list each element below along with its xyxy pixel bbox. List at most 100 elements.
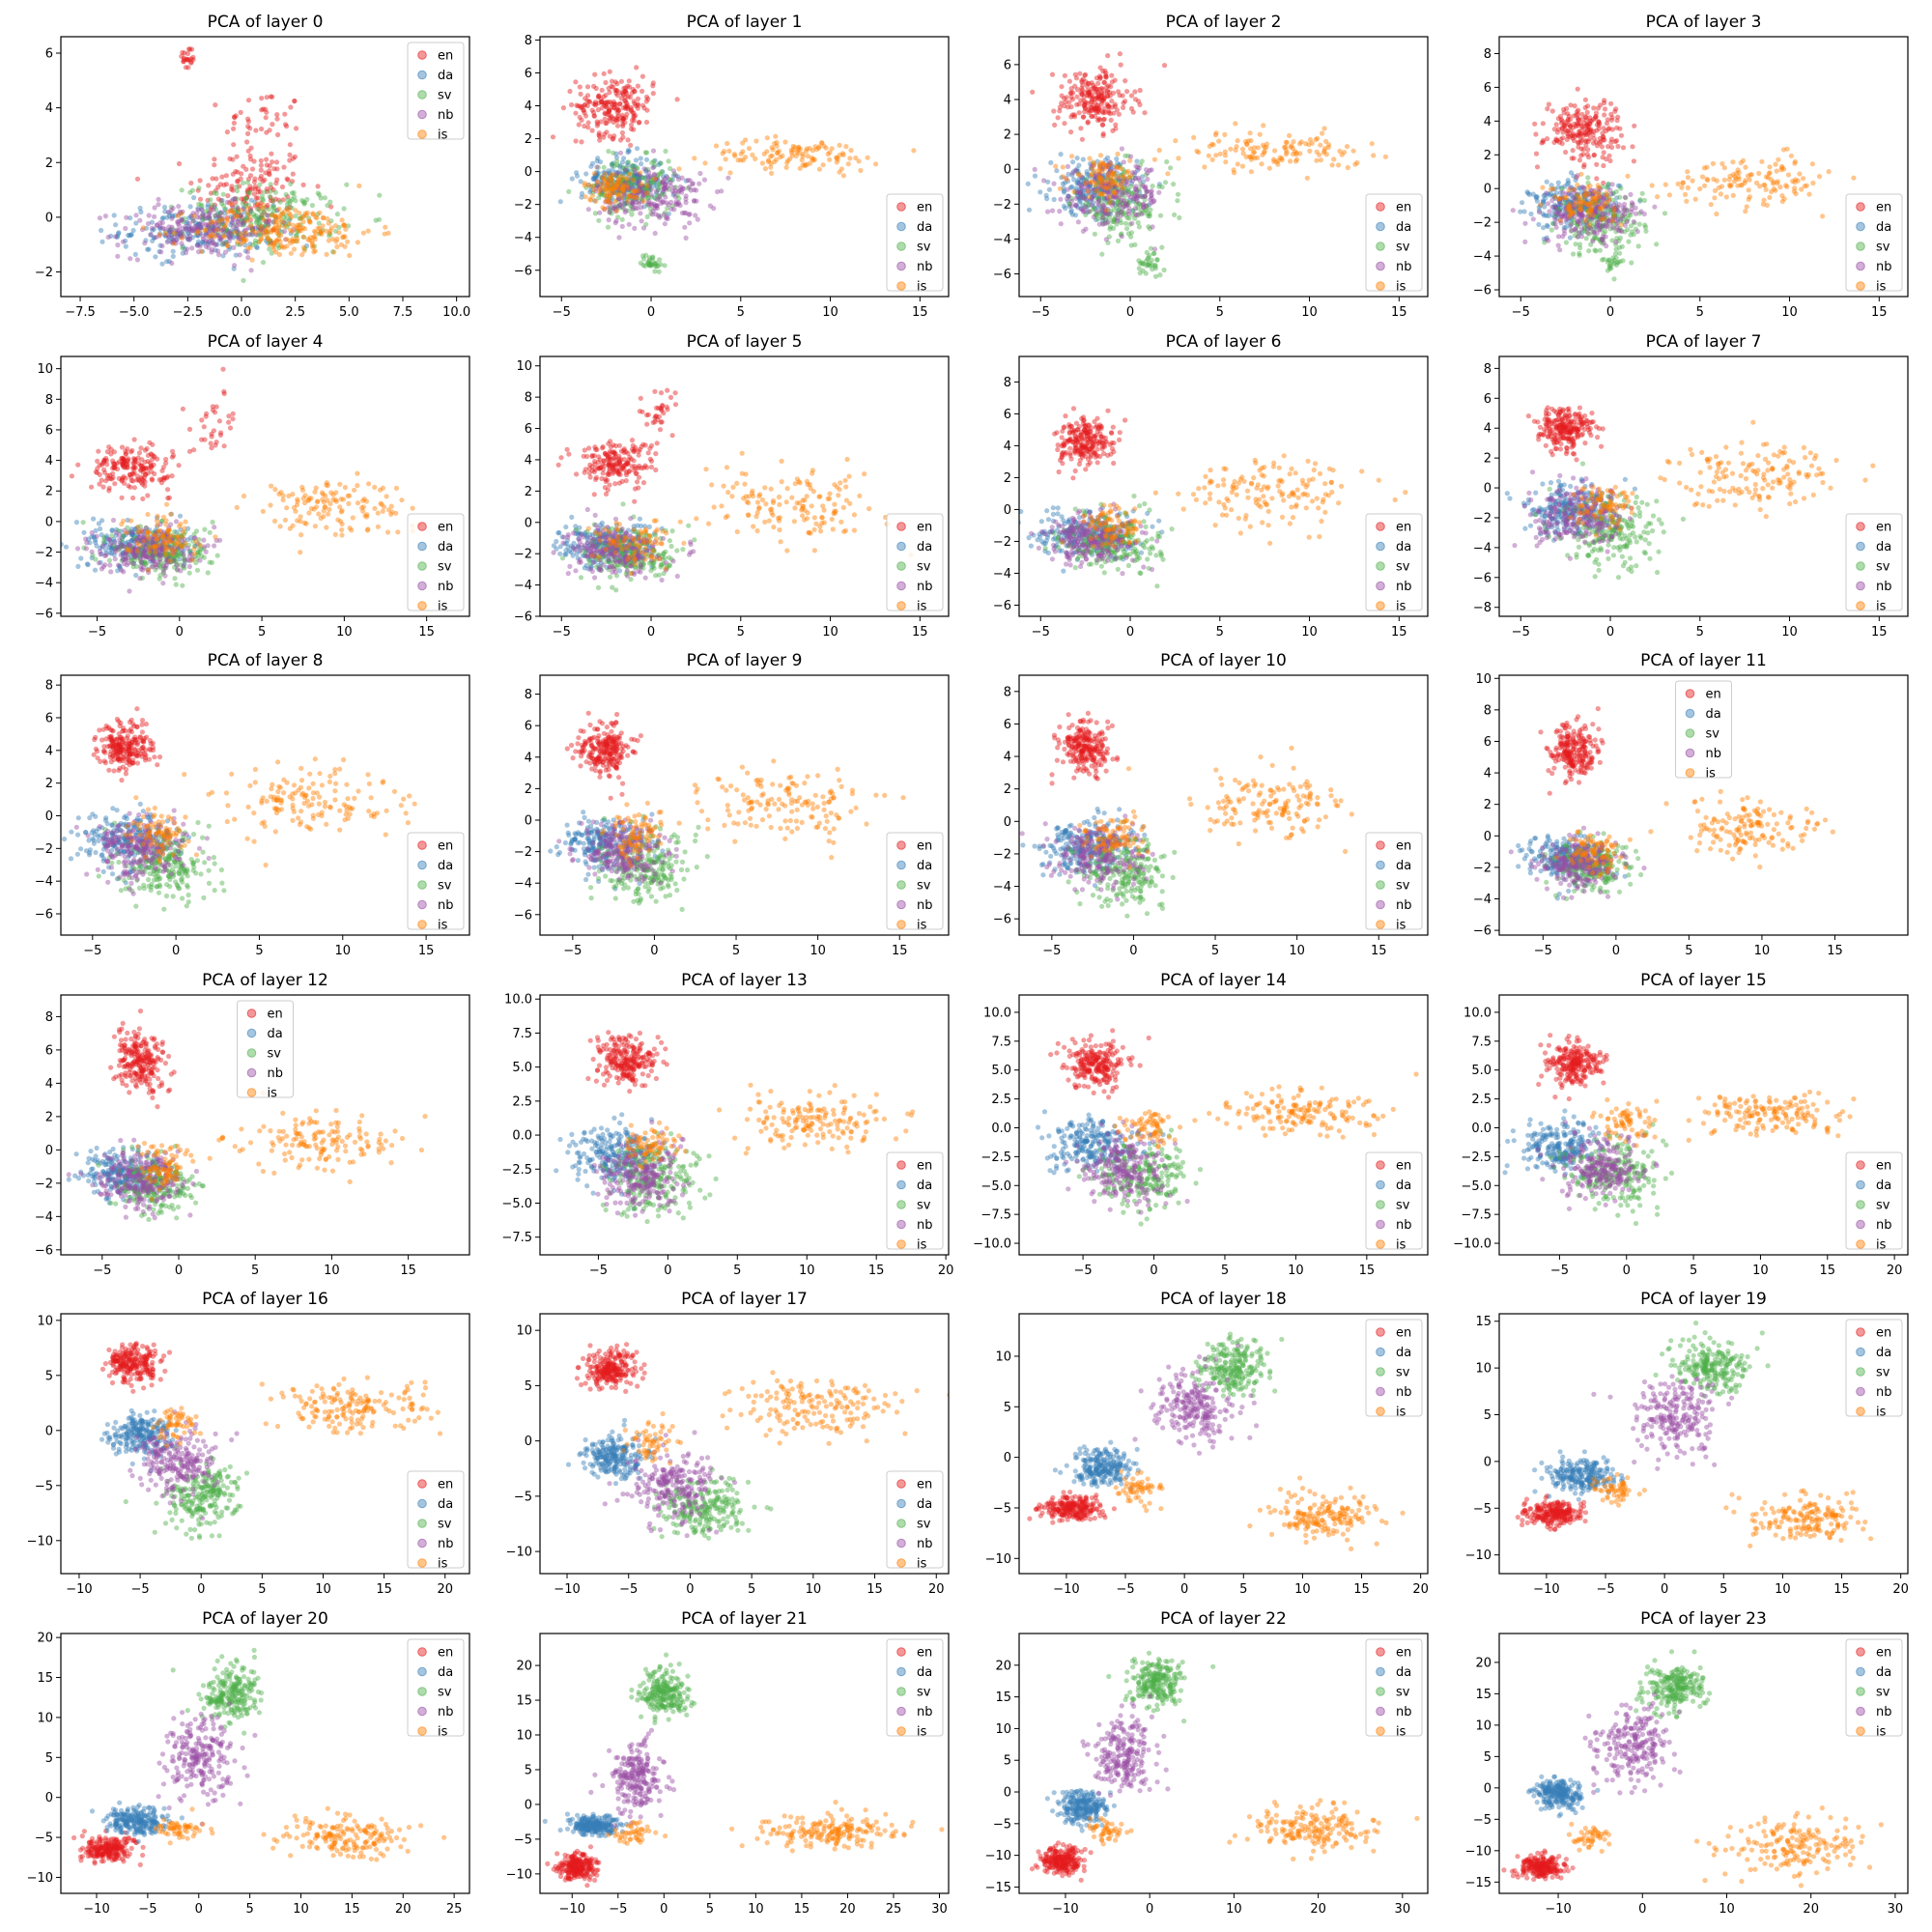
point [197, 243, 203, 249]
point [274, 238, 280, 243]
point [295, 236, 300, 242]
point [592, 102, 599, 108]
point [1100, 117, 1106, 123]
point [774, 143, 780, 149]
point [1071, 177, 1077, 183]
point [1331, 156, 1337, 162]
point [235, 206, 241, 212]
point [654, 173, 661, 179]
point [185, 220, 190, 226]
point [161, 232, 167, 238]
point [136, 450, 142, 456]
point [229, 219, 236, 225]
point [1591, 105, 1597, 111]
point [310, 211, 316, 216]
point [304, 196, 310, 203]
point [216, 217, 222, 224]
point [1080, 180, 1086, 185]
point [165, 473, 171, 479]
point [1103, 73, 1109, 80]
point [213, 242, 219, 247]
point [229, 184, 235, 189]
point [188, 225, 194, 231]
point [1072, 71, 1078, 77]
point [1145, 176, 1151, 183]
point [123, 238, 128, 243]
point [1107, 184, 1113, 189]
point [1369, 141, 1375, 147]
point [1100, 69, 1106, 74]
point [691, 186, 697, 193]
point [621, 180, 627, 185]
point [651, 158, 657, 164]
point [1074, 101, 1080, 107]
point [288, 240, 294, 246]
point [1105, 219, 1111, 225]
point [643, 99, 649, 104]
point [1766, 171, 1772, 177]
point [267, 193, 272, 200]
point [265, 235, 270, 241]
point [1148, 197, 1153, 203]
point [1122, 204, 1127, 210]
point [1553, 224, 1559, 230]
point [199, 203, 205, 209]
point [244, 218, 250, 224]
point [591, 171, 598, 177]
point [1068, 208, 1074, 213]
point [1098, 90, 1105, 97]
point [1065, 163, 1071, 169]
point [1124, 199, 1130, 205]
point [265, 188, 270, 194]
point [604, 187, 610, 193]
point [235, 207, 241, 213]
point [617, 173, 623, 180]
point [263, 222, 269, 228]
point [598, 119, 604, 125]
point [1628, 223, 1634, 229]
point [812, 144, 818, 150]
point [613, 218, 619, 224]
point [1147, 226, 1152, 232]
point [244, 194, 250, 200]
point [1248, 169, 1254, 175]
point [1079, 79, 1085, 85]
point [1303, 141, 1309, 147]
point [1714, 211, 1719, 217]
point [617, 100, 623, 107]
point [137, 205, 143, 212]
point [238, 212, 243, 218]
point [604, 120, 610, 126]
legend-label: da [1876, 220, 1891, 235]
point [646, 255, 653, 261]
point [578, 103, 583, 109]
point [1635, 243, 1641, 249]
point [170, 248, 176, 254]
point [611, 183, 616, 188]
point [123, 461, 128, 467]
point [257, 203, 263, 209]
point [115, 234, 121, 240]
point [1076, 101, 1082, 107]
point [168, 232, 174, 238]
point [1545, 201, 1551, 207]
point [1797, 171, 1803, 177]
point [228, 222, 234, 228]
point [1085, 120, 1091, 126]
point [268, 185, 274, 190]
point [1073, 203, 1079, 209]
point [1069, 97, 1076, 102]
point [585, 207, 591, 213]
point [1076, 195, 1082, 201]
point [1091, 204, 1096, 210]
point [1111, 192, 1118, 198]
point [1568, 222, 1574, 228]
point [668, 180, 673, 185]
point [1145, 211, 1151, 216]
point [189, 187, 195, 193]
point [1307, 137, 1313, 143]
series-is [140, 183, 391, 263]
point [1609, 218, 1615, 224]
point [1601, 162, 1606, 169]
point [1587, 222, 1593, 228]
